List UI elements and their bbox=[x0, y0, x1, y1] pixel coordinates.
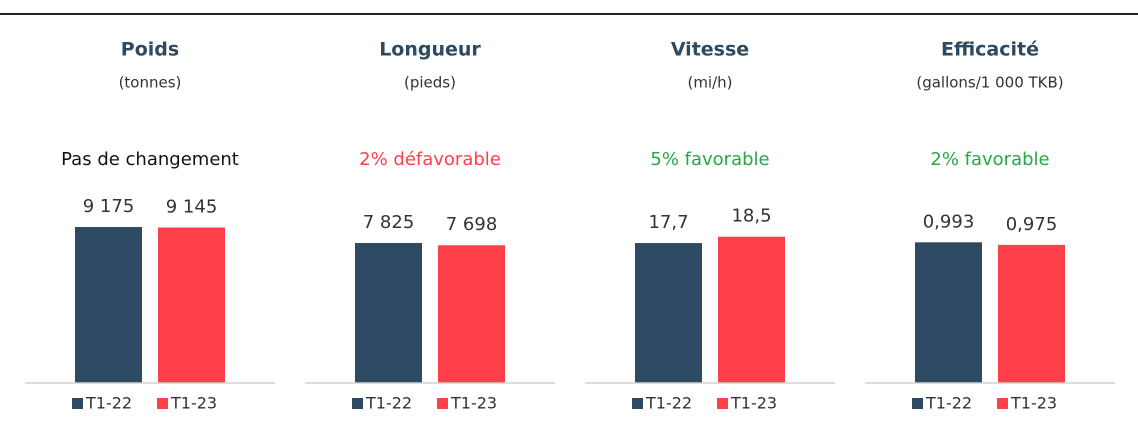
value-label: 0,975 bbox=[1006, 214, 1058, 235]
legend-label: T1-23 bbox=[170, 394, 217, 413]
legend-swatch bbox=[717, 398, 728, 409]
bar bbox=[915, 242, 982, 383]
legend-swatch bbox=[352, 398, 363, 409]
legend-label: T1-22 bbox=[85, 394, 132, 413]
legend-swatch bbox=[997, 398, 1008, 409]
annotation: 2% favorable bbox=[930, 149, 1049, 170]
chart-subtitle: (mi/h) bbox=[687, 74, 732, 92]
legend-swatch bbox=[157, 398, 168, 409]
legend-swatch bbox=[437, 398, 448, 409]
chart-subtitle: (pieds) bbox=[404, 74, 456, 92]
chart-title: Vitesse bbox=[671, 39, 749, 61]
bar bbox=[75, 227, 142, 383]
value-label: 17,7 bbox=[648, 212, 688, 233]
chart-title: Efficacité bbox=[941, 39, 1039, 61]
legend-label: T1-23 bbox=[1010, 394, 1057, 413]
bar bbox=[635, 243, 702, 383]
chart-title: Poids bbox=[121, 39, 179, 61]
legend-swatch bbox=[632, 398, 643, 409]
legend-label: T1-22 bbox=[925, 394, 972, 413]
annotation: 2% défavorable bbox=[359, 149, 501, 170]
value-label: 7 698 bbox=[446, 214, 498, 235]
value-label: 9 145 bbox=[166, 197, 218, 218]
value-label: 7 825 bbox=[363, 212, 415, 233]
legend-swatch bbox=[912, 398, 923, 409]
bar bbox=[718, 236, 785, 383]
legend-label: T1-23 bbox=[730, 394, 777, 413]
bar bbox=[998, 244, 1065, 383]
value-label: 0,993 bbox=[923, 211, 975, 232]
annotation: 5% favorable bbox=[650, 149, 769, 170]
value-label: 9 175 bbox=[83, 196, 135, 217]
value-label: 18,5 bbox=[731, 206, 771, 227]
chart-subtitle: (tonnes) bbox=[119, 74, 182, 92]
chart-title: Longueur bbox=[379, 39, 481, 61]
chart-subtitle: (gallons/1 000 TKB) bbox=[916, 74, 1063, 92]
bar bbox=[158, 227, 225, 383]
bar bbox=[438, 245, 505, 383]
legend-label: T1-23 bbox=[450, 394, 497, 413]
bar bbox=[355, 242, 422, 383]
legend-swatch bbox=[72, 398, 83, 409]
annotation: Pas de changement bbox=[61, 149, 239, 170]
legend-label: T1-22 bbox=[365, 394, 412, 413]
legend-label: T1-22 bbox=[645, 394, 692, 413]
